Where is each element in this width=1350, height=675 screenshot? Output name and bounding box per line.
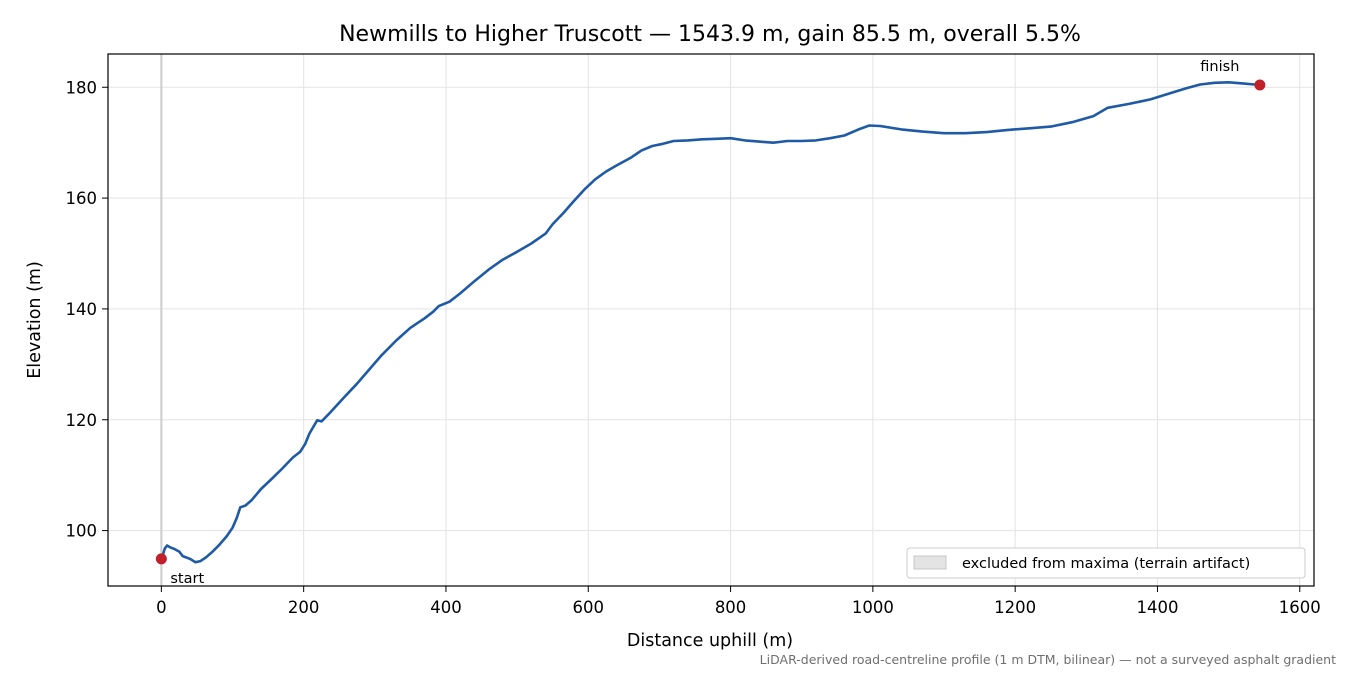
finish-annotation: finish (1200, 59, 1239, 75)
x-axis-ticks: 0 200 400 600 800 1000 1200 1400 1600 (156, 586, 1321, 617)
y-axis-ticks: 100 120 140 160 180 (66, 78, 108, 541)
x-tick-label-5: 1000 (852, 598, 894, 617)
x-tick-label-1: 200 (288, 598, 320, 617)
y-tick-label-4: 180 (66, 78, 98, 97)
plot-frame (107, 53, 1315, 587)
y-tick-label-2: 140 (66, 300, 98, 319)
legend: excluded from maxima (terrain artifact) (906, 547, 1306, 579)
start-marker (155, 553, 167, 565)
x-tick-label-3: 600 (573, 598, 605, 617)
x-axis-label: Distance uphill (m) (627, 631, 793, 651)
y-tick-label-3: 160 (66, 189, 98, 208)
x-tick-label-4: 800 (715, 598, 747, 617)
legend-entry-excluded: excluded from maxima (terrain artifact) (962, 556, 1250, 572)
y-tick-label-1: 120 (66, 411, 98, 430)
y-axis-label: Elevation (m) (25, 261, 45, 379)
legend-swatch-excluded (913, 555, 947, 570)
x-tick-label-8: 1600 (1279, 598, 1321, 617)
series-lines (160, 81, 1262, 564)
legend-box (906, 547, 1306, 579)
excluded-region-band (160, 54, 163, 586)
x-tick-label-0: 0 (156, 598, 167, 617)
excluded-region (160, 54, 163, 586)
elevation-line-0 (160, 81, 1262, 564)
grid (108, 54, 1314, 586)
footnote: LiDAR-derived road-centreline profile (1… (760, 652, 1336, 667)
x-tick-label-6: 1200 (994, 598, 1036, 617)
start-annotation: start (170, 571, 204, 587)
y-tick-label-0: 100 (66, 522, 98, 541)
markers: start finish (155, 59, 1266, 587)
x-tick-label-2: 400 (430, 598, 462, 617)
finish-marker (1254, 79, 1266, 91)
chart-title: Newmills to Higher Truscott — 1543.9 m, … (339, 22, 1081, 47)
x-tick-label-7: 1400 (1136, 598, 1178, 617)
